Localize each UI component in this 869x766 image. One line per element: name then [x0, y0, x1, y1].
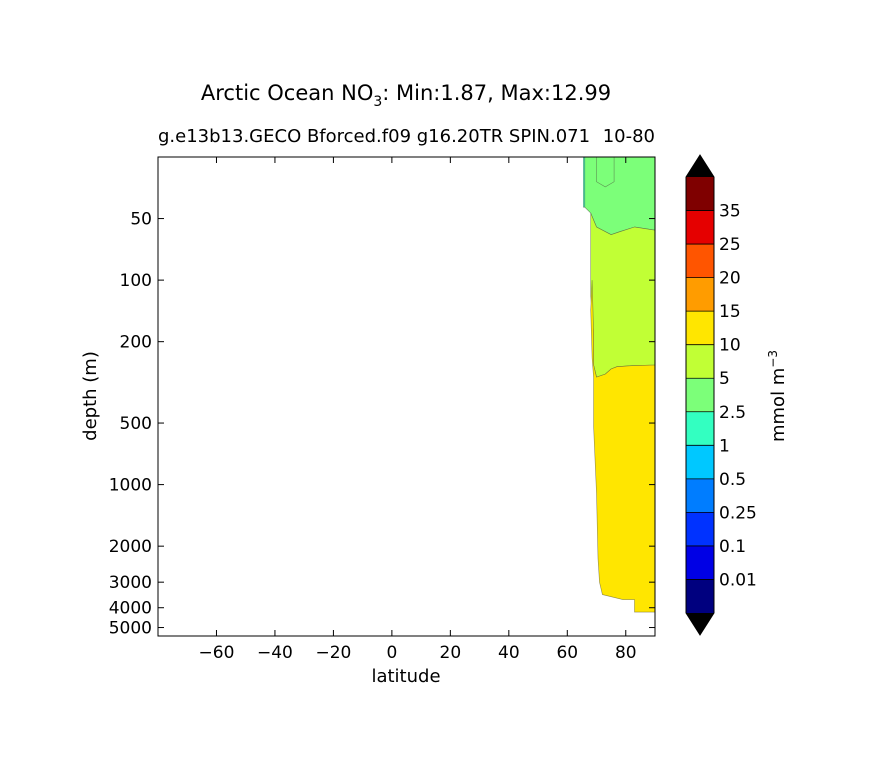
colorbar-tick-label: 0.1	[719, 537, 746, 557]
chart-title: Arctic Ocean NO3: Min:1.87, Max:12.99	[201, 81, 611, 110]
colorbar-tick-label: 25	[719, 235, 741, 255]
colorbar-segment	[686, 411, 714, 446]
x-tick-label: 40	[498, 643, 520, 663]
x-tick-label: −60	[199, 643, 235, 663]
plot-area: −60 −40 −20 0 20 40 60 80 50 100 200 500 1000 2000 300…	[109, 156, 656, 663]
colorbar-segment	[686, 478, 714, 513]
contour-region-2.5-5	[584, 157, 655, 236]
y-tick-label: 200	[120, 333, 152, 353]
colorbar-segment	[686, 378, 714, 412]
colorbar-tick-label: 0.25	[719, 503, 757, 523]
title-subscript: 3	[373, 94, 382, 110]
x-tick-label: −40	[257, 643, 293, 663]
y-tick-label: 500	[120, 414, 152, 434]
title-rest: : Min:1.87, Max:12.99	[382, 81, 611, 105]
y-tick-label: 4000	[109, 599, 152, 619]
y-tick-label: 100	[120, 271, 152, 291]
colorbar-extend-min	[686, 613, 714, 635]
y-axis-label: depth (m)	[80, 351, 101, 441]
colorbar-segment	[686, 277, 714, 312]
chart-subtitle-overlap: 10-80	[603, 126, 655, 147]
contour-fills	[583, 157, 655, 613]
plot-frame	[157, 156, 656, 637]
chart-subtitle: g.e13b13.GECO Bforced.f09 g16.20TR SPIN.…	[158, 126, 590, 147]
colorbar-segment	[686, 512, 714, 546]
x-tick-label: −20	[315, 643, 351, 663]
x-tick-label: 20	[440, 643, 462, 663]
colorbar-segment	[686, 579, 714, 613]
colorbar-segment	[686, 445, 714, 479]
colorbar-outline	[685, 154, 715, 636]
colorbar-tick-label: 5	[719, 369, 730, 389]
colorbar-tick-label: 0.5	[719, 470, 746, 490]
x-axis-label: latitude	[371, 666, 440, 687]
colorbar-tick-label: 0.01	[719, 571, 757, 591]
y-tick-label: 2000	[109, 537, 152, 557]
contour-region-10-15	[590, 280, 655, 613]
x-tick-label: 80	[615, 643, 637, 663]
x-tick-label: 0	[386, 643, 397, 663]
colorbar-tick-label: 15	[719, 302, 741, 322]
y-tick-label: 1000	[109, 476, 152, 496]
colorbar-segment	[686, 311, 714, 345]
colorbar-segment	[686, 177, 714, 211]
colorbar: 0.01 0.1 0.25 0.5 1 2.5 5 10 15 20 25 35	[685, 154, 757, 636]
title-main: Arctic Ocean NO	[201, 81, 373, 105]
colorbar-tick-label: 2.5	[719, 403, 746, 423]
y-tick-label: 5000	[109, 619, 152, 639]
colorbar-tick-label: 10	[719, 336, 741, 356]
y-tick-label: 50	[130, 210, 152, 230]
colorbar-label-sup: −3	[766, 350, 780, 368]
colorbar-segment	[686, 244, 714, 278]
colorbar-segment	[686, 210, 714, 245]
colorbar-segment	[686, 344, 714, 379]
colorbar-tick-label: 35	[719, 202, 741, 222]
colorbar-label: mmol m−3	[766, 350, 789, 442]
colorbar-tick-label: 1	[719, 436, 730, 456]
y-tick-label: 3000	[109, 573, 152, 593]
colorbar-tick-label: 20	[719, 269, 741, 289]
colorbar-label-text: mmol m	[768, 368, 789, 442]
colorbar-segment	[686, 545, 714, 580]
colorbar-extend-max	[686, 155, 714, 177]
contour-region-5-10	[590, 212, 655, 378]
x-tick-label: 60	[556, 643, 578, 663]
